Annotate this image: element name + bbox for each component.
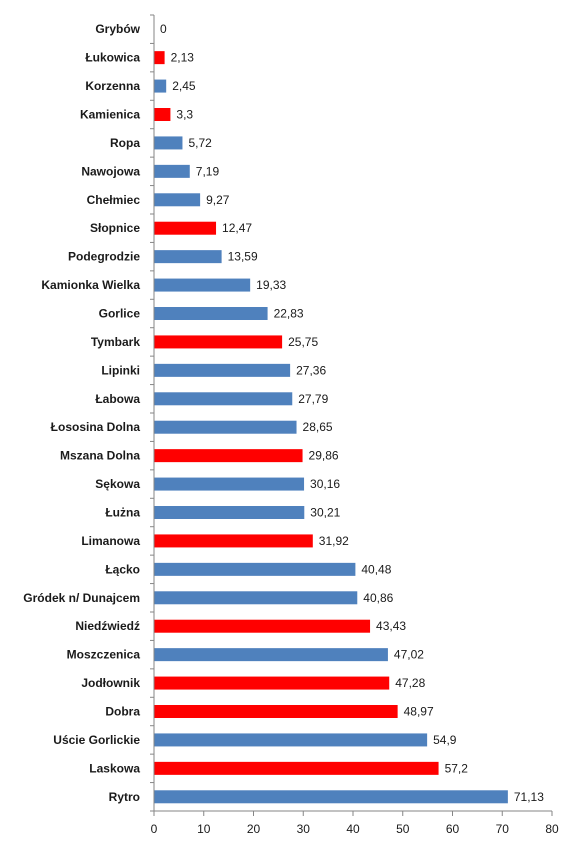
data-label: 12,47 xyxy=(222,221,252,235)
x-tick-label: 70 xyxy=(496,822,510,836)
bar xyxy=(154,335,283,349)
data-label: 31,92 xyxy=(319,534,349,548)
category-label: Moszczenica xyxy=(67,648,141,662)
axes: 0 10 20 30 40 50 60 70 80 xyxy=(150,14,559,836)
category-label: Mszana Dolna xyxy=(60,449,140,463)
category-label: Łososina Dolna xyxy=(51,420,141,434)
x-tick-label: 0 xyxy=(151,822,158,836)
bar xyxy=(154,193,201,207)
data-label: 0 xyxy=(160,22,167,36)
x-tick-label: 80 xyxy=(545,822,559,836)
bar xyxy=(154,477,305,491)
x-tick-label: 10 xyxy=(197,822,211,836)
category-label: Łącko xyxy=(105,562,140,576)
x-tick-label: 30 xyxy=(297,822,311,836)
category-label: Grybów xyxy=(95,22,140,36)
bar xyxy=(154,420,297,434)
data-label: 3,3 xyxy=(176,108,193,122)
category-label: Kamionka Wielka xyxy=(41,278,140,292)
bar xyxy=(154,591,358,605)
data-label: 2,45 xyxy=(172,79,196,93)
category-label: Sękowa xyxy=(95,477,140,491)
category-label: Tymbark xyxy=(91,335,140,349)
bar xyxy=(154,619,371,633)
bar xyxy=(154,534,313,548)
data-label: 43,43 xyxy=(376,619,406,633)
bar xyxy=(154,562,356,576)
category-label: Chełmiec xyxy=(87,193,141,207)
data-label: 25,75 xyxy=(288,335,318,349)
bar xyxy=(154,79,167,93)
data-label: 47,28 xyxy=(395,676,425,690)
data-label: 30,21 xyxy=(310,506,340,520)
data-label: 47,02 xyxy=(394,648,424,662)
data-label: 28,65 xyxy=(303,420,333,434)
category-label: Kamienica xyxy=(80,108,140,122)
x-tick-label: 50 xyxy=(396,822,410,836)
bars-layer xyxy=(154,51,508,804)
bar xyxy=(154,733,428,747)
category-labels: Grybów Łukowica Korzenna Kamienica Ropa Nawoj… xyxy=(23,22,140,804)
bar xyxy=(154,250,222,264)
bar xyxy=(154,136,183,150)
x-tick-label: 20 xyxy=(247,822,261,836)
data-label: 29,86 xyxy=(309,449,339,463)
data-label: 2,13 xyxy=(171,51,195,65)
data-label: 27,36 xyxy=(296,363,326,377)
category-label: Łużna xyxy=(105,506,140,520)
data-label: 57,2 xyxy=(445,761,469,775)
category-label: Lipinki xyxy=(101,363,140,377)
data-label: 48,97 xyxy=(404,705,434,719)
data-label: 13,59 xyxy=(228,250,258,264)
data-label: 54,9 xyxy=(433,733,457,747)
bar xyxy=(154,449,303,463)
value-labels: 0 2,13 2,45 3,3 5,72 7,19 9,27 12,47 13,59 19,33 2… xyxy=(160,22,544,804)
category-label: Gorlice xyxy=(99,307,141,321)
category-label: Uście Gorlickie xyxy=(53,733,140,747)
bar xyxy=(154,164,190,178)
x-tick-label: 60 xyxy=(446,822,460,836)
bar xyxy=(154,108,171,121)
category-label: Słopnice xyxy=(90,221,140,235)
bar xyxy=(154,363,291,377)
data-label: 22,83 xyxy=(274,307,304,321)
data-label: 40,48 xyxy=(361,562,391,576)
bar xyxy=(154,648,388,662)
data-label: 19,33 xyxy=(256,278,286,292)
bar xyxy=(154,51,165,65)
category-label: Gródek n/ Dunajcem xyxy=(23,591,140,605)
x-tick-label: 40 xyxy=(346,822,360,836)
data-label: 71,13 xyxy=(514,790,544,804)
category-label: Rytro xyxy=(109,790,140,804)
bar xyxy=(154,790,508,804)
bar xyxy=(154,761,439,775)
bar xyxy=(154,506,305,519)
data-label: 5,72 xyxy=(188,136,212,150)
category-label: Ropa xyxy=(110,136,140,150)
category-label: Nawojowa xyxy=(81,164,140,178)
category-label: Korzenna xyxy=(85,79,140,93)
data-label: 7,19 xyxy=(196,164,220,178)
bar xyxy=(154,278,251,292)
bar xyxy=(154,705,398,718)
bar xyxy=(154,392,293,406)
category-label: Łabowa xyxy=(95,392,140,406)
bar xyxy=(154,307,268,320)
bar xyxy=(154,221,217,235)
category-label: Laskowa xyxy=(89,761,140,775)
category-label: Łukowica xyxy=(85,51,140,65)
data-label: 9,27 xyxy=(206,193,230,207)
data-label: 27,79 xyxy=(298,392,328,406)
category-label: Podegrodzie xyxy=(68,250,140,264)
data-label: 40,86 xyxy=(363,591,393,605)
category-label: Limanowa xyxy=(81,534,140,548)
category-label: Niedźwiedź xyxy=(75,619,140,633)
data-label: 30,16 xyxy=(310,477,340,491)
category-label: Jodłownik xyxy=(81,676,140,690)
bar xyxy=(154,676,390,690)
category-label: Dobra xyxy=(105,705,140,719)
